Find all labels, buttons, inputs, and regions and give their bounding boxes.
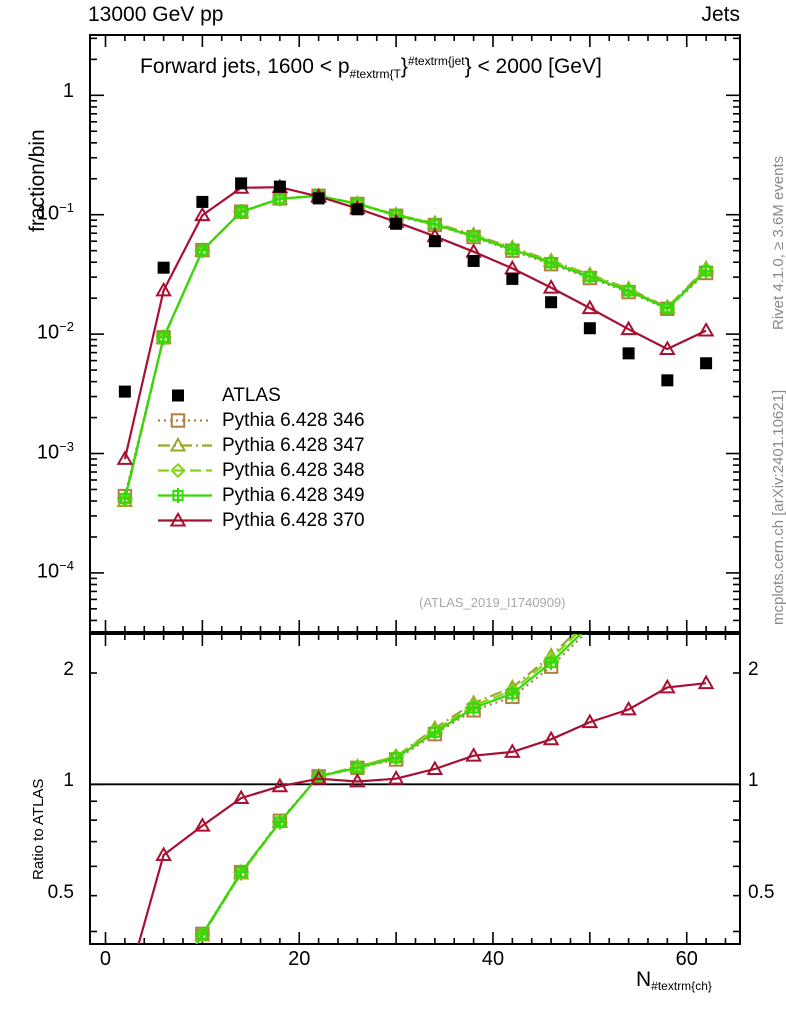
x-axis-title-main: N [636,968,652,991]
legend-item-5[interactable]: Pythia 6.428 370 [156,508,365,533]
x-tick-label-0: 0 [99,948,112,970]
plot-title-brace1: } [400,55,408,78]
legend: ATLAS Pythia 6.428 346 Pythia 6.428 347 Pyt… [156,383,365,533]
legend-marker-filled-square [156,383,214,408]
x-axis-title-sub: #textrm{ch} [651,979,712,993]
legend-label: Pythia 6.428 346 [222,409,365,431]
legend-marker-open-triangle [156,433,214,458]
ratio-tick-label-right-0.5: 0.5 [748,881,775,903]
y-tick-label-1e-2: 10−2 [36,319,74,344]
ratio-tick-label-left-0.5: 0.5 [47,881,74,903]
legend-label: Pythia 6.428 347 [222,434,365,456]
plot-title: Forward jets, 1600 < p#textrm{T}#textrm{… [140,54,602,81]
y-tick-label-1e-1: 10−1 [36,199,74,225]
legend-item-0[interactable]: ATLAS [156,383,365,408]
series-main-1-main [117,188,714,504]
analysis-id-watermark: (ATLAS_2019_I1740909) [419,595,566,610]
ratio-tick-label-left-1: 1 [63,770,74,792]
series-ratio-3-ratio [194,634,583,944]
beam-energy-label: 13000 GeV pp [88,3,224,26]
plot-title-brace2: } [464,55,472,78]
series-ratio-0-ratio [195,634,587,944]
ratio-tick-label-right-2: 2 [748,659,759,680]
legend-label: ATLAS [222,384,281,406]
legend-label: Pythia 6.428 348 [222,459,365,481]
legend-item-1[interactable]: Pythia 6.428 346 [156,408,365,433]
series-main-5-main [116,178,715,465]
legend-item-2[interactable]: Pythia 6.428 347 [156,433,365,458]
x-tick-label-20: 20 [288,948,311,970]
y-tick-label-1e0: 1 [62,80,74,103]
plot-title-sup: #textrm{jet [407,54,465,68]
series-main-0-main [118,177,713,398]
plot-title-sub: #textrm{T [349,67,401,82]
y-tick-label-1e-4: 10−4 [36,557,74,583]
y-tick-label-1e-3: 10−3 [36,438,74,464]
legend-marker-open-cross-box [156,483,214,508]
x-tick-label-40: 40 [481,948,505,970]
legend-label: Pythia 6.428 349 [222,484,365,506]
ratio-tick-label-left-2: 2 [63,659,74,680]
main-panel-frame [89,34,741,633]
legend-item-4[interactable]: Pythia 6.428 349 [156,483,365,508]
ratio-tick-label-right-1: 1 [748,770,759,792]
x-axis-title: N#textrm{ch} [636,968,712,993]
series-ratio-4-ratio [137,674,715,944]
plot-title-suffix: < 2000 [GeV] [471,55,602,78]
legend-marker-open-diamond [156,458,214,483]
ratio-panel-frame [89,633,741,945]
x-tick-label-60: 60 [675,948,698,970]
analysis-category-label: Jets [701,3,740,26]
plot-title-prefix: Forward jets, 1600 < p [140,55,350,78]
series-main-4-main [117,188,714,507]
legend-label: Pythia 6.428 370 [222,509,365,531]
legend-marker-open-square [156,408,214,433]
legend-item-3[interactable]: Pythia 6.428 348 [156,458,365,483]
legend-marker-open-triangle [156,508,214,533]
